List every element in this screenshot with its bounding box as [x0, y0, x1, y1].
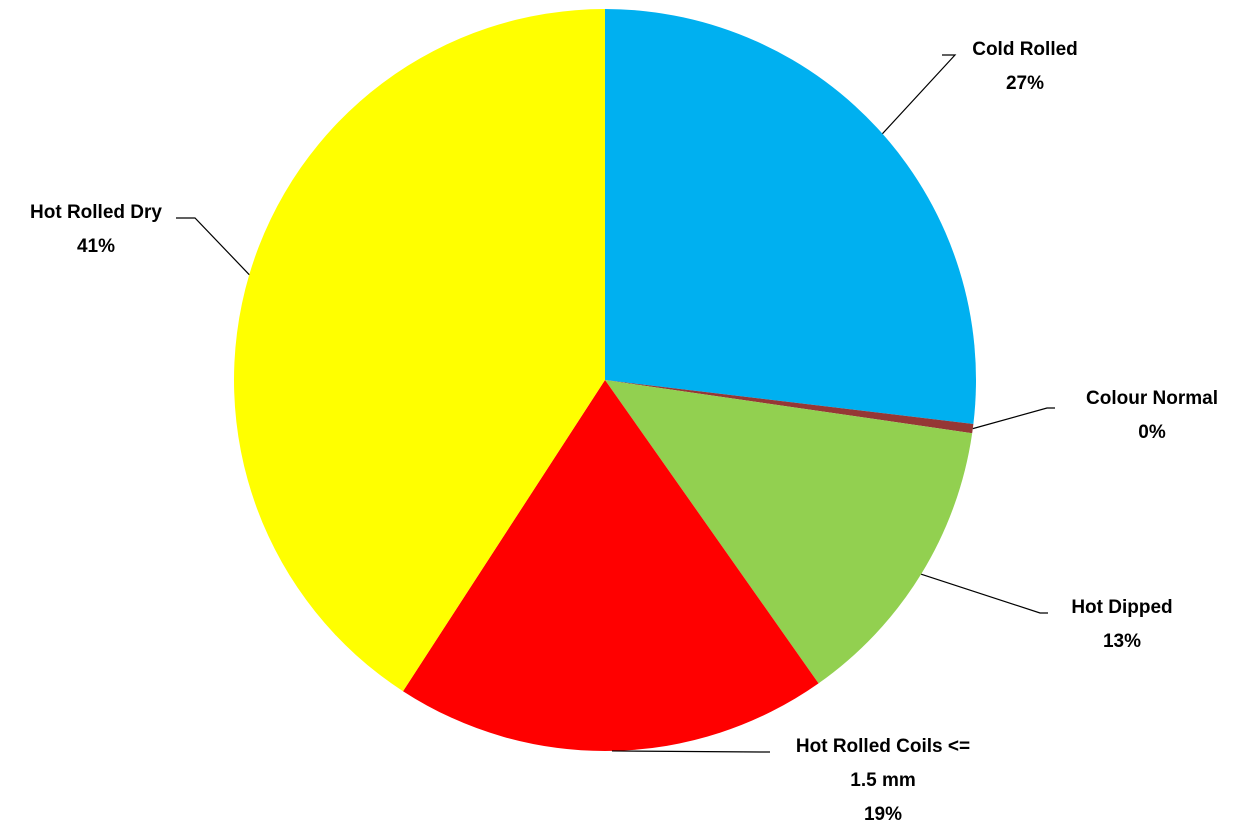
pie-slices	[234, 9, 976, 751]
leader-line-hot-rolled-dry	[176, 217, 250, 276]
leader-line-hot-rolled-coils-1-5-mm	[611, 750, 770, 753]
pie-slice-hot-dipped	[605, 380, 973, 684]
data-label-hot-rolled-dry: Hot Rolled Dry 41%	[30, 202, 162, 257]
pie-slice-colour-normal	[605, 380, 974, 434]
data-label-cold-rolled: Cold Rolled 27%	[972, 39, 1078, 94]
leader-lines	[176, 54, 1055, 753]
data-label-line: 41%	[77, 236, 115, 257]
pie-slice-hot-rolled-dry	[234, 9, 606, 692]
data-label-line: Colour Normal	[1086, 388, 1218, 409]
data-labels: Cold Rolled 27% Colour Normal 0% Hot Dipped 1…	[30, 39, 1218, 825]
leader-line-colour-normal	[972, 407, 1055, 430]
data-label-line: Hot Rolled Coils <=	[796, 736, 970, 757]
pie-slice-cold-rolled	[605, 9, 976, 425]
leader-line-cold-rolled	[882, 54, 957, 135]
data-label-colour-normal: Colour Normal 0%	[1086, 388, 1218, 443]
data-label-line: 0%	[1138, 422, 1166, 443]
data-label-line: Cold Rolled	[972, 39, 1078, 60]
data-label-line: 19%	[864, 804, 902, 825]
data-label-hot-dipped: Hot Dipped 13%	[1071, 597, 1172, 652]
pie-slice-hot-rolled-coils-1-5-mm	[403, 380, 819, 751]
data-label-line: 1.5 mm	[850, 770, 915, 791]
data-label-line: Hot Dipped	[1071, 597, 1172, 618]
leader-line-hot-dipped	[920, 573, 1048, 614]
data-label-hot-rolled-coils-1-5-mm: Hot Rolled Coils <= 1.5 mm 19%	[796, 736, 970, 825]
data-label-line: Hot Rolled Dry	[30, 202, 162, 223]
data-label-line: 13%	[1103, 631, 1141, 652]
data-label-line: 27%	[1006, 73, 1044, 94]
